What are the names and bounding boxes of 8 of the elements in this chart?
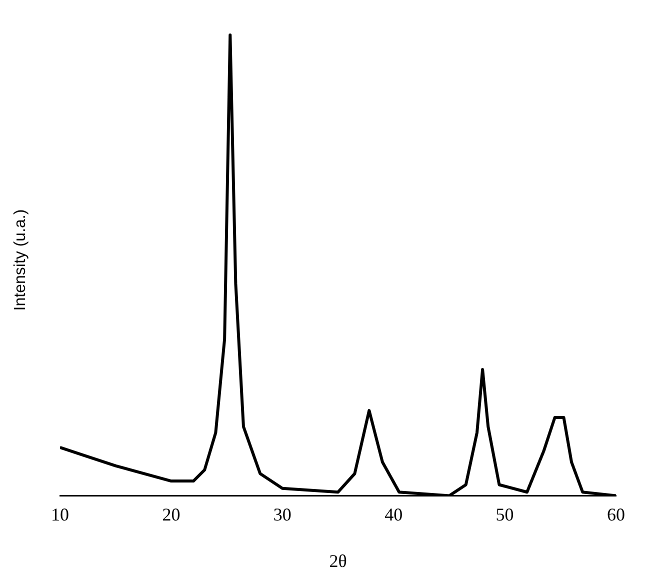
- x-tick-label: 10: [51, 504, 69, 524]
- x-tick-label: 60: [607, 504, 625, 524]
- x-tick-label: 20: [162, 504, 180, 524]
- x-axis-title: 2θ: [329, 550, 347, 571]
- y-axis-title: Intensity (u.a.): [12, 209, 30, 311]
- x-tick-label: 40: [384, 504, 403, 524]
- x-tick-label: 30: [273, 504, 292, 524]
- x-tick-label: 50: [496, 504, 514, 524]
